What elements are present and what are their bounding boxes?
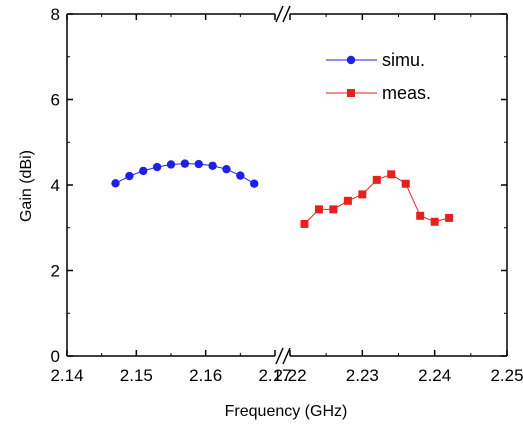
x-tick-label: 2.17 [258,366,291,385]
simu-point [208,161,217,170]
simu-point [111,179,120,188]
meas-point [329,205,338,214]
axis-break-mark [275,5,284,23]
legend-swatch-marker [347,89,355,97]
x-tick-label: 2.24 [418,366,451,385]
legend-swatch-marker [346,55,356,65]
data-series [111,159,454,228]
y-tick-label: 8 [51,5,60,24]
y-tick-label: 6 [51,91,60,110]
series-meas [300,170,454,228]
plot-frame [66,5,508,365]
simu-point [250,179,259,188]
meas-point [416,211,425,220]
legend: simu. meas. [326,50,431,103]
simu-point [152,162,162,172]
x-axis-title: Frequency (GHz) [225,403,348,420]
axis-break-mark [282,5,291,23]
meas-point [445,213,454,222]
simu-point [194,159,203,169]
y-tick-label: 2 [51,262,60,281]
meas-point [358,190,367,199]
meas-point [401,179,410,188]
meas-point [300,219,309,228]
x-tick-label: 2.15 [120,366,153,385]
x-tick-label: 2.22 [273,366,306,385]
simu-point [180,159,190,168]
x-tick-label: 2.14 [50,366,83,385]
simu-point [125,171,134,181]
meas-point [343,196,352,205]
x-tick-label: 2.16 [189,366,222,385]
x-tick-label: 2.25 [490,366,523,385]
simu-point [166,160,176,169]
series-simu [111,159,259,188]
simu-point [236,171,245,180]
axis-ticks: 0 2 4 6 8 2.14 2.15 2.16 2.172.22 2.23 2.24 2.25 [50,5,523,385]
meas-point [372,175,381,184]
legend-label: meas. [382,83,431,103]
meas-point [387,170,396,179]
meas-point [430,217,439,226]
legend-label: simu. [382,50,425,70]
y-axis-title: Gain (dBi) [18,150,35,222]
simu-point [222,164,231,174]
simu-point [139,166,148,176]
legend-item-simu: simu. [326,50,425,70]
axis-break-mark [282,347,291,365]
meas-point [314,205,323,214]
axis-break-mark [275,347,284,365]
y-tick-label: 4 [51,176,60,195]
legend-item-meas: meas. [326,83,431,103]
x-tick-label: 2.23 [346,366,379,385]
y-tick-label: 0 [51,347,60,366]
